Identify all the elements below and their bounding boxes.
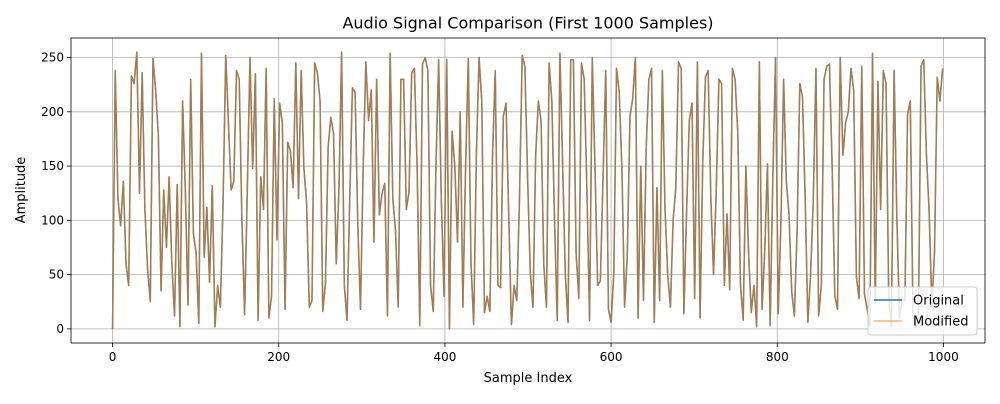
ticks-layer: 0 200 400 600 800 1000 0 50 100 150 200 250 [41, 51, 959, 364]
y-tick-label: 100 [41, 213, 64, 227]
x-tick-label: 400 [433, 350, 456, 364]
x-tick-label: 1000 [928, 350, 959, 364]
legend: Original Modified [867, 286, 978, 336]
y-axis-label: Amplitude [14, 157, 29, 224]
y-tick-label: 200 [41, 105, 64, 119]
y-tick-label: 50 [49, 268, 64, 282]
x-tick-label: 200 [267, 350, 290, 364]
axes-layer [70, 37, 986, 344]
legend-label-original: Original [913, 294, 964, 309]
series-line-modified [111, 51, 944, 330]
x-axis-label: Sample Index [484, 371, 573, 386]
legend-box [867, 286, 978, 336]
y-tick-label: 0 [56, 322, 64, 336]
plot-layer [111, 51, 944, 330]
x-tick-label: 0 [109, 350, 117, 364]
plot-frame [70, 37, 986, 344]
x-tick-label: 600 [600, 350, 623, 364]
y-tick-label: 250 [41, 51, 64, 65]
chart-title: Audio Signal Comparison (First 1000 Samp… [342, 14, 713, 33]
legend-label-modified: Modified [913, 315, 968, 330]
y-tick-label: 150 [41, 159, 64, 173]
x-tick-label: 800 [766, 350, 789, 364]
